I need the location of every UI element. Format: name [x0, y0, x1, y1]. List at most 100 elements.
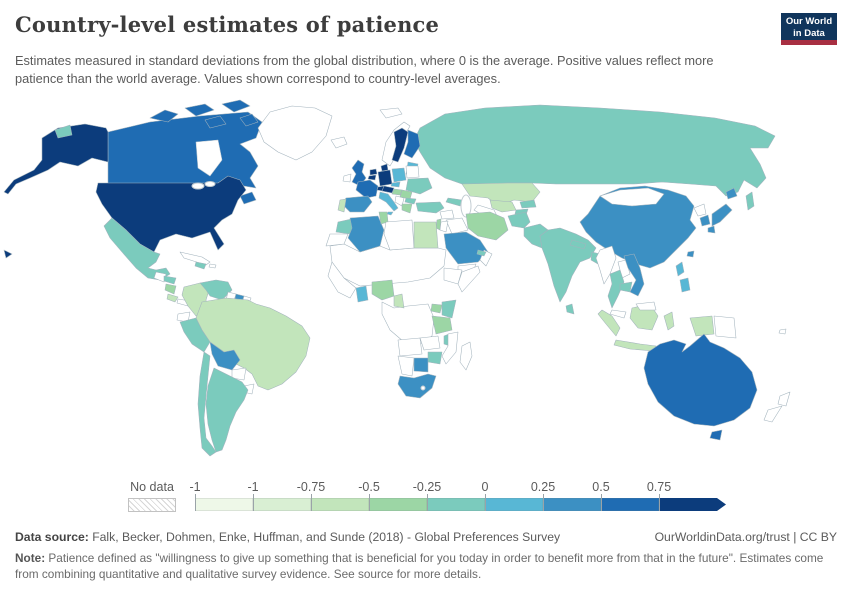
country-cambodia[interactable] [619, 281, 633, 293]
country-india[interactable] [539, 227, 597, 303]
legend-segment-0[interactable] [195, 498, 253, 511]
country-georgia[interactable] [445, 197, 463, 207]
country-malaysia-borneo[interactable] [635, 301, 657, 311]
country-ghana[interactable] [355, 285, 369, 303]
country-south-korea[interactable] [699, 214, 711, 227]
country-russia-sakhalin[interactable] [745, 191, 755, 211]
legend-segment-7[interactable] [601, 498, 659, 511]
country-canada-island[interactable] [204, 115, 227, 129]
legend-segment-2[interactable] [311, 498, 369, 511]
rights-link[interactable]: OurWorldinData.org/trust | CC BY [654, 530, 837, 544]
country-poland[interactable] [391, 167, 407, 183]
legend-segment-5[interactable] [485, 498, 543, 511]
country-puerto-rico[interactable] [208, 263, 217, 269]
region-west-africa[interactable] [327, 261, 357, 299]
country-indonesia-sumatra[interactable] [597, 309, 621, 337]
country-japan-honshu[interactable] [711, 203, 733, 227]
country-belarus[interactable] [405, 165, 420, 179]
country-canada-island[interactable] [184, 103, 215, 117]
country-thailand[interactable] [607, 269, 625, 309]
country-cameroon[interactable] [393, 293, 405, 309]
country-germany[interactable] [377, 169, 393, 187]
country-mongolia[interactable] [599, 187, 665, 207]
country-south-africa[interactable] [397, 373, 437, 399]
country-honduras[interactable] [163, 275, 177, 285]
country-indonesia-java[interactable] [613, 339, 657, 352]
country-hungary[interactable] [391, 188, 403, 196]
country-indonesia-papua[interactable] [689, 315, 715, 337]
country-madagascar[interactable] [459, 341, 473, 371]
country-turkey[interactable] [415, 201, 445, 214]
country-kenya[interactable] [441, 299, 457, 319]
country-philippines-south[interactable] [679, 277, 691, 293]
region-sahel-sudan[interactable] [329, 243, 447, 287]
country-france[interactable] [355, 179, 379, 199]
country-guatemala[interactable] [153, 271, 167, 283]
country-costa-rica[interactable] [166, 293, 179, 303]
country-australia[interactable] [643, 333, 758, 427]
country-north-korea[interactable] [693, 203, 707, 217]
country-afghanistan[interactable] [507, 211, 531, 229]
country-syria[interactable] [439, 209, 455, 220]
country-netherlands[interactable] [369, 168, 378, 176]
country-japan-kyushu[interactable] [707, 225, 716, 234]
country-zimbabwe[interactable] [427, 351, 443, 365]
country-tanzania[interactable] [431, 315, 453, 335]
territory-svalbard[interactable] [379, 107, 403, 119]
country-canada-newfoundland[interactable] [239, 191, 257, 205]
country-mexico[interactable] [103, 217, 171, 281]
country-egypt[interactable] [413, 221, 439, 249]
owid-logo[interactable]: Our World in Data [781, 13, 837, 45]
legend-no-data[interactable]: No data [128, 480, 176, 512]
legend-segment-8[interactable] [659, 498, 726, 511]
country-iceland[interactable] [330, 136, 348, 149]
country-bolivia[interactable] [209, 341, 241, 371]
country-united-kingdom[interactable] [351, 159, 367, 187]
legend-segment-3[interactable] [369, 498, 427, 511]
country-malaysia[interactable] [609, 309, 627, 319]
country-vietnam[interactable] [623, 253, 645, 297]
country-libya[interactable] [383, 219, 415, 251]
country-canada-island[interactable] [221, 99, 251, 113]
country-papua-new-guinea[interactable] [713, 315, 737, 339]
country-portugal[interactable] [337, 198, 347, 213]
legend-segment-4[interactable] [427, 498, 485, 511]
country-nigeria[interactable] [371, 279, 395, 301]
country-new-zealand-north[interactable] [777, 391, 791, 407]
country-new-zealand-south[interactable] [763, 405, 783, 423]
country-ukraine[interactable] [405, 177, 433, 195]
country-indonesia-sulawesi[interactable] [663, 311, 675, 331]
legend-bar[interactable]: -1 -1 -0.75 -0.5 -0.25 0 0.25 0.5 0.75 [189, 480, 726, 511]
country-iran[interactable] [465, 211, 509, 241]
country-zambia[interactable] [419, 335, 441, 351]
country-czechia[interactable] [390, 181, 401, 188]
country-kazakhstan[interactable] [461, 182, 541, 207]
country-peru[interactable] [179, 317, 211, 353]
country-greenland[interactable] [257, 105, 333, 161]
country-chile[interactable] [197, 351, 217, 457]
country-mozambique[interactable] [441, 331, 459, 365]
country-belgium[interactable] [367, 174, 377, 181]
state-hawaii[interactable] [3, 249, 13, 259]
country-sweden[interactable] [391, 127, 409, 163]
country-russia[interactable] [413, 104, 776, 197]
country-uzbekistan[interactable] [489, 199, 517, 213]
country-uae[interactable] [476, 249, 487, 257]
country-algeria[interactable] [347, 215, 385, 253]
country-nicaragua[interactable] [164, 283, 177, 295]
legend-segment-6[interactable] [543, 498, 601, 511]
country-paraguay[interactable] [231, 367, 247, 381]
country-japan-hokkaido[interactable] [725, 187, 738, 200]
country-jordan[interactable] [439, 220, 449, 233]
country-uganda[interactable] [430, 303, 443, 314]
country-somalia[interactable] [457, 265, 481, 293]
country-namibia[interactable] [397, 355, 415, 377]
country-greece[interactable] [401, 203, 413, 214]
country-ireland[interactable] [342, 173, 352, 183]
legend-segment-1[interactable] [253, 498, 311, 511]
country-australia-tasmania[interactable] [709, 429, 723, 441]
country-haiti[interactable] [194, 261, 207, 270]
country-finland[interactable] [403, 129, 421, 159]
country-taiwan[interactable] [686, 250, 695, 258]
country-botswana[interactable] [413, 357, 429, 373]
